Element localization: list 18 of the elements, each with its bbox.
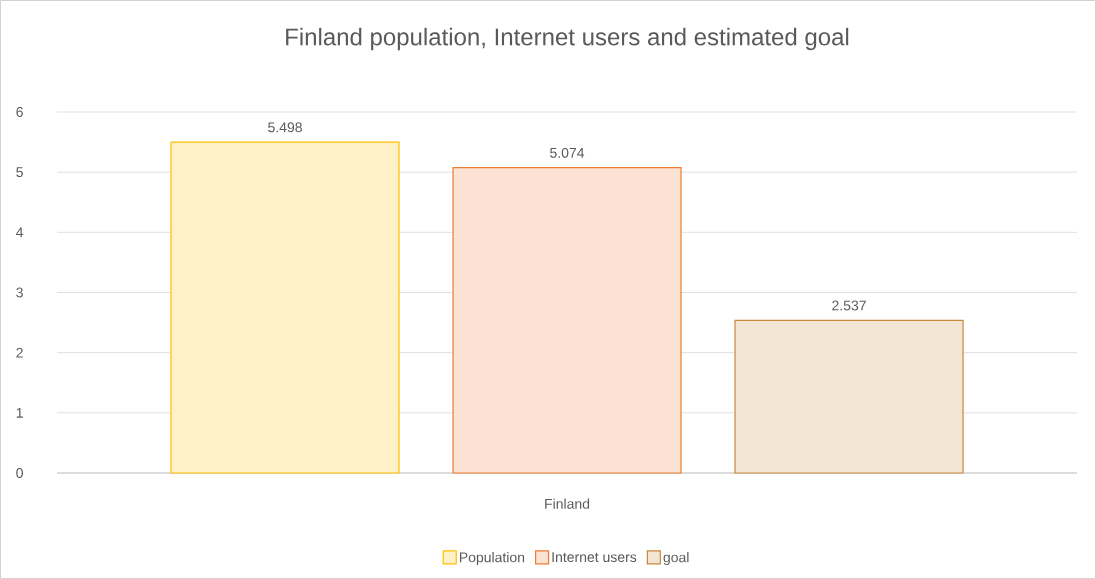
legend-label: Internet users xyxy=(552,552,637,563)
bar xyxy=(170,141,400,474)
legend-label: Population xyxy=(459,552,525,566)
y-tick-label: 6 xyxy=(16,107,23,117)
y-tick-label: 0 xyxy=(16,468,23,478)
y-tick-label: 5 xyxy=(16,167,23,178)
bar xyxy=(734,319,964,474)
data-label: 5.498 xyxy=(268,122,302,133)
chart-title: Finland population, Internet users and estimated goal xyxy=(286,27,849,51)
y-tick-label: 4 xyxy=(16,227,24,238)
y-tick-label: 3 xyxy=(16,287,23,298)
legend-label: goal xyxy=(663,552,689,566)
data-label: 5.074 xyxy=(550,147,585,158)
data-label: 2.537 xyxy=(832,300,866,311)
y-tick-label: 2 xyxy=(16,347,23,358)
y-tick-label: 1 xyxy=(16,408,23,418)
bar xyxy=(452,167,682,474)
x-tick-label: Finland xyxy=(545,498,590,509)
